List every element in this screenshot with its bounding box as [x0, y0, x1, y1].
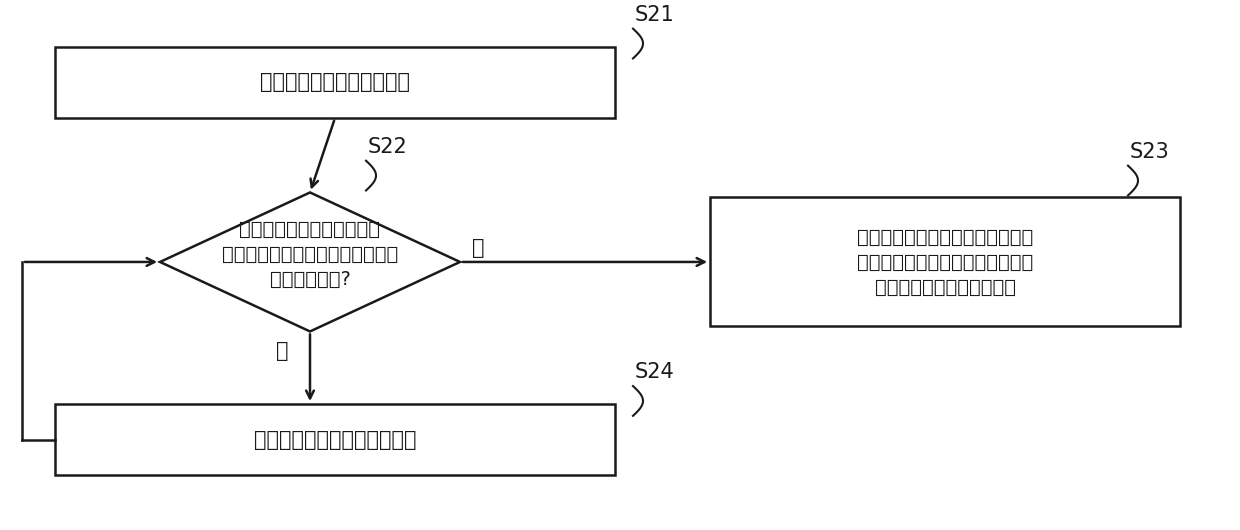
- Text: 是: 是: [472, 238, 485, 258]
- Bar: [55, 404, 615, 475]
- Text: S24: S24: [635, 362, 675, 382]
- Polygon shape: [160, 192, 460, 331]
- Text: S22: S22: [368, 137, 408, 157]
- Bar: [711, 197, 1180, 326]
- Text: 本次选择出的待处理集合的
子集至少与其中一个错误信息代码
集合匹配成功?: 本次选择出的待处理集合的 子集至少与其中一个错误信息代码 集合匹配成功?: [222, 219, 398, 288]
- Text: S23: S23: [1130, 142, 1169, 162]
- Text: S21: S21: [635, 5, 675, 25]
- Text: 选择待处理集合的另一个子集: 选择待处理集合的另一个子集: [254, 430, 417, 449]
- Text: 根据匹配成功的集合和预设的错误
信息代码集合与错误信息类型的映
射关系，确定错误信息类型: 根据匹配成功的集合和预设的错误 信息代码集合与错误信息类型的映 射关系，确定错误…: [857, 227, 1033, 296]
- Bar: [55, 47, 615, 118]
- Text: 否: 否: [275, 341, 288, 361]
- Text: 选择待处理集合的一个子集: 选择待处理集合的一个子集: [260, 72, 410, 92]
